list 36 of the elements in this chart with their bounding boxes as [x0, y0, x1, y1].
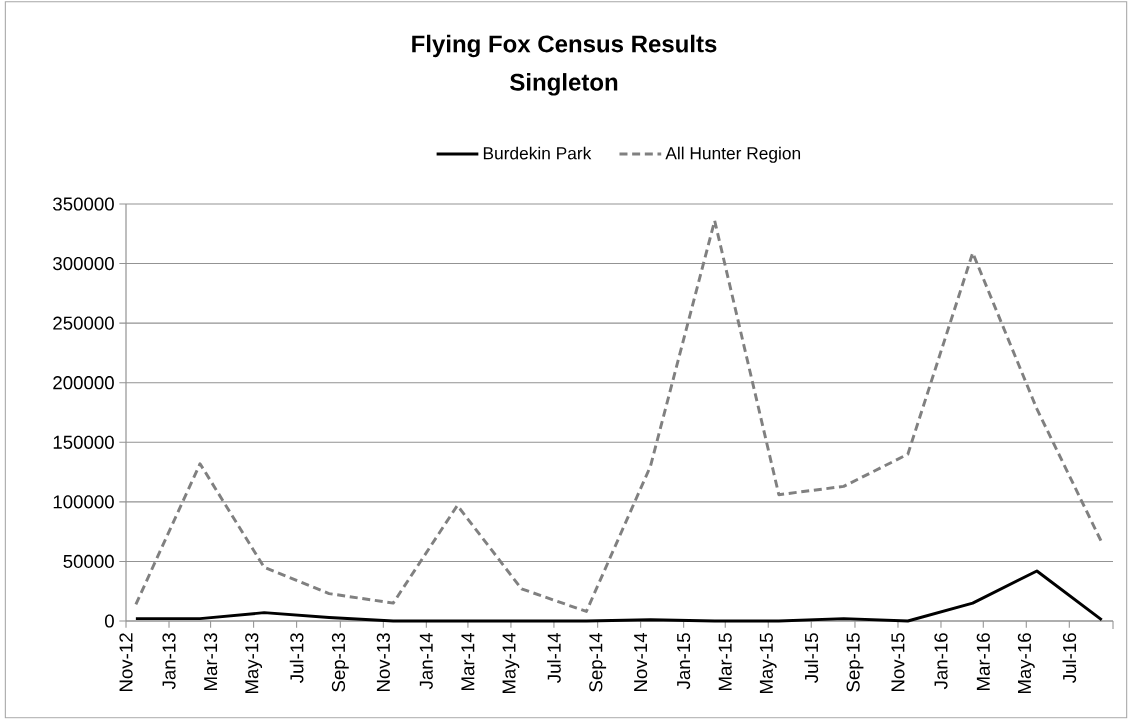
- legend-label: All Hunter Region: [665, 146, 801, 163]
- x-tick-label: Jan-15: [677, 633, 691, 690]
- x-tick-label: Jan-16: [934, 633, 948, 690]
- y-tick-label: 200000: [53, 376, 114, 390]
- x-tick-label: Mar-13: [203, 633, 218, 690]
- y-tick-label: 250000: [53, 316, 114, 330]
- x-tick-label: Jul-14: [547, 632, 561, 683]
- x-tick-label: Sep-14: [589, 632, 607, 692]
- chart-subtitle: Singleton: [510, 73, 618, 96]
- x-tick-label: Jul-15: [804, 633, 819, 683]
- y-tick-label: 50000: [63, 554, 114, 569]
- x-tick-label: Mar-15: [718, 633, 732, 690]
- x-tick-label: Sep-13: [331, 633, 349, 692]
- x-tick-label: Jul-13: [289, 633, 304, 683]
- y-tick-label: 150000: [53, 435, 114, 449]
- x-tick-label: May-15: [759, 633, 777, 694]
- x-tick-label: May-13: [245, 633, 263, 694]
- y-tick-label: 100000: [53, 495, 114, 509]
- legend-label: Burdekin Park: [483, 146, 592, 160]
- x-tick-label: Jul-16: [1062, 633, 1077, 683]
- y-tick-label: 0: [104, 614, 114, 628]
- y-tick-label: 350000: [53, 197, 114, 211]
- x-tick-label: Nov-12: [119, 633, 133, 692]
- x-tick-label: Jan-14: [419, 632, 433, 690]
- x-tick-label: Mar-14: [461, 632, 475, 690]
- chart-title: Flying Fox Census Results: [412, 34, 717, 58]
- x-tick-label: Nov-13: [376, 633, 390, 692]
- x-tick-label: Jan-13: [162, 633, 176, 690]
- x-tick-label: Nov-15: [891, 633, 905, 692]
- x-tick-label: May-14: [502, 632, 520, 694]
- x-tick-label: May-16: [1017, 633, 1035, 694]
- x-tick-label: Sep-15: [846, 633, 864, 692]
- line-series: [134, 219, 1104, 613]
- x-tick-label: Nov-14: [634, 632, 648, 692]
- y-tick-label: 300000: [53, 256, 114, 271]
- x-tick-label: Mar-16: [976, 633, 990, 690]
